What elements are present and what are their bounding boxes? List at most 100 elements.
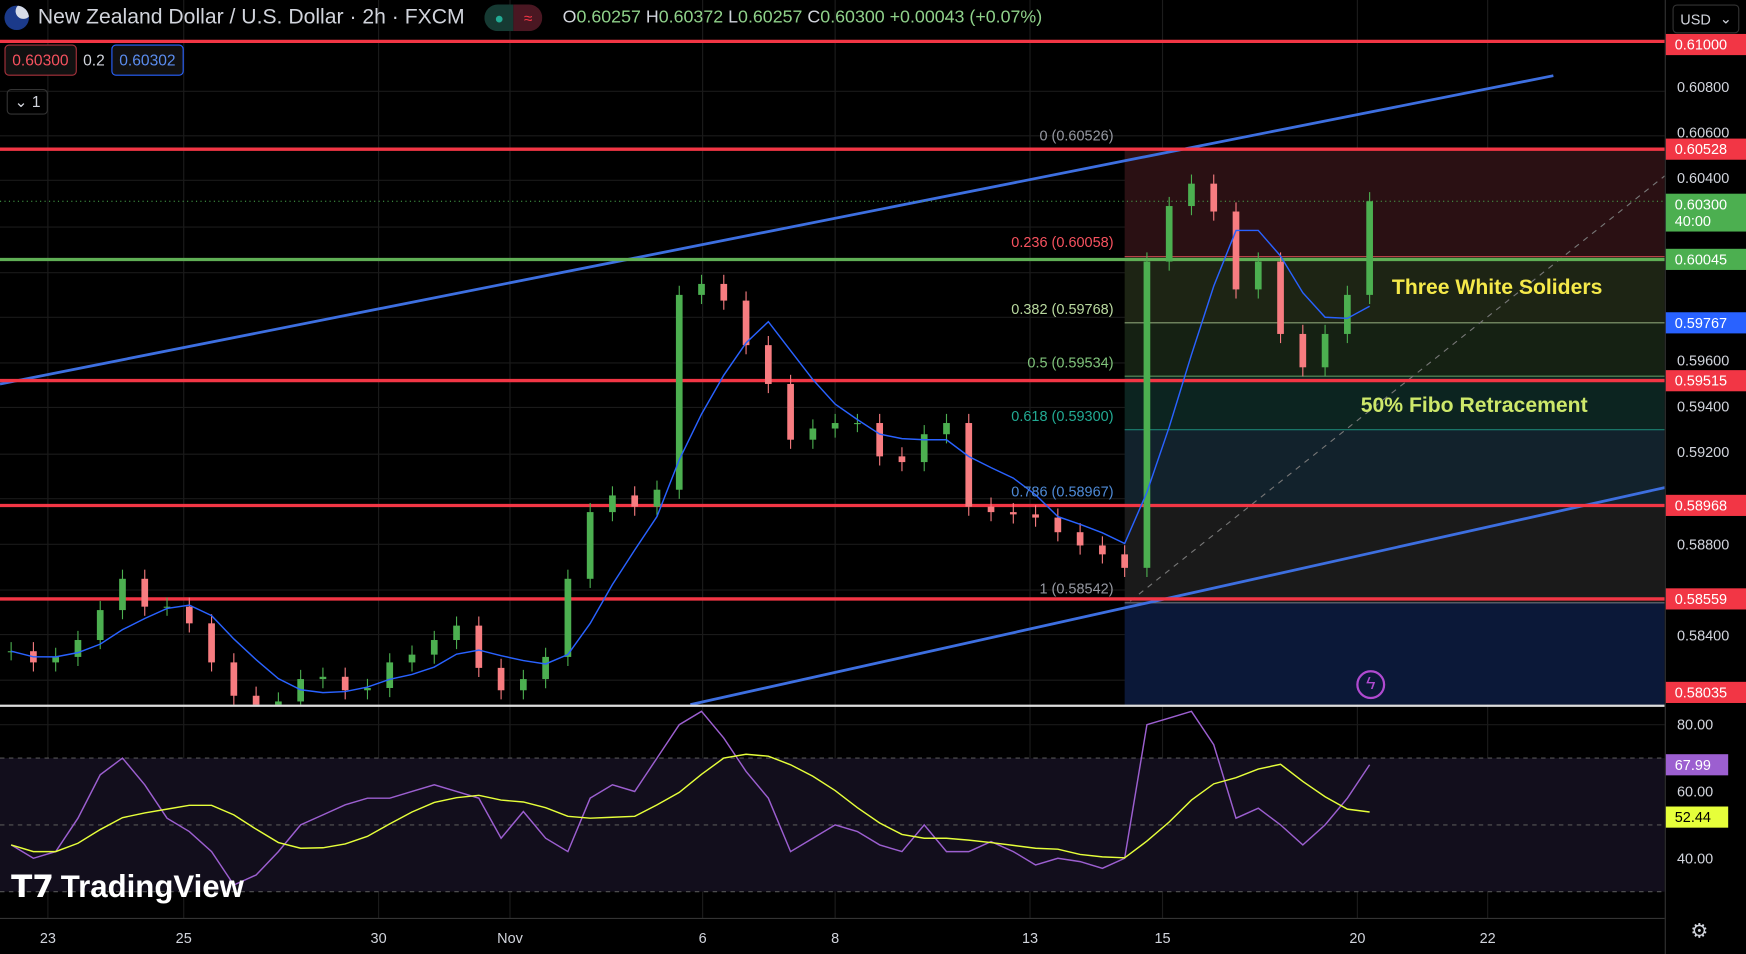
candle-body <box>831 423 839 429</box>
fib-level-label: 0.618 (0.59300) <box>1011 407 1114 425</box>
candle-body <box>185 606 193 624</box>
candle-body <box>809 428 817 440</box>
buy-button[interactable]: 0.60302 <box>111 44 184 76</box>
market-status-toggle[interactable]: ● ≈ <box>484 4 543 32</box>
chart-canvas[interactable] <box>0 0 1665 954</box>
fib-zone <box>1124 256 1665 323</box>
candle-body <box>1344 294 1351 334</box>
candle-body <box>453 625 460 641</box>
candle-body <box>898 456 906 463</box>
time-tick: 6 <box>698 929 707 947</box>
lightning-alert-icon[interactable]: ϟ <box>1356 670 1386 700</box>
candle-body <box>564 578 572 657</box>
candle-body <box>1143 261 1151 568</box>
chevron-down-icon: ⌄ <box>1719 10 1732 27</box>
currency-select[interactable]: USD ⌄ <box>1672 4 1740 34</box>
price-tick: 0.59200 <box>1676 444 1730 461</box>
candle-body <box>943 423 950 435</box>
channel-lower-line <box>690 486 1665 707</box>
price-tick: 0.60400 <box>1676 170 1730 187</box>
candle-body <box>364 687 371 691</box>
candle-body <box>542 656 549 680</box>
candle-body <box>208 623 215 663</box>
candle-body <box>1232 211 1240 290</box>
rsi-badge: 52.44 <box>1665 806 1729 828</box>
candle-body <box>275 701 282 705</box>
candle-body <box>675 294 683 490</box>
price-badge: 0.60045 <box>1665 248 1746 271</box>
price-badge: 0.60528 <box>1665 138 1746 160</box>
fib-level-label: 1 (0.58542) <box>1039 580 1114 598</box>
wave-icon: ≈ <box>513 4 543 32</box>
price-badge: 0.58035 <box>1665 681 1746 703</box>
settings-gear-icon[interactable]: ⚙ <box>1690 919 1709 942</box>
candle-body <box>386 662 394 688</box>
fib-level-label: 0.236 (0.60058) <box>1011 234 1114 251</box>
candle-body <box>52 656 60 663</box>
candle-body <box>742 300 750 346</box>
candle-body <box>497 667 505 691</box>
candle-body <box>1366 201 1373 295</box>
candle-body <box>1165 206 1173 262</box>
price-badge: 0.61000 <box>1665 33 1746 56</box>
indicators-collapse-button[interactable]: ⌄ 1 <box>6 89 49 115</box>
candle-body <box>341 676 349 691</box>
candle-body <box>965 423 973 507</box>
rsi-tick: 40.00 <box>1676 849 1714 867</box>
candle-body <box>854 423 861 425</box>
symbol-header: New Zealand Dollar / U.S. Dollar · 2h · … <box>4 4 1043 32</box>
time-tick: 22 <box>1479 929 1496 947</box>
sell-button[interactable]: 0.60300 <box>4 44 77 76</box>
candle-body <box>1188 183 1195 207</box>
fib-zone <box>1124 429 1665 506</box>
candle-body <box>1210 183 1218 212</box>
candle-body <box>1076 532 1084 546</box>
time-tick: Nov <box>497 929 523 947</box>
time-tick: 20 <box>1349 929 1366 947</box>
price-badge: 0.59515 <box>1665 369 1746 392</box>
time-tick: 13 <box>1021 929 1039 947</box>
candle-body <box>74 640 82 657</box>
moving-average-line <box>10 229 1370 694</box>
candle-body <box>1121 554 1128 568</box>
candle-body <box>1254 261 1262 290</box>
candle-body <box>876 423 884 457</box>
candle-body <box>1321 333 1329 368</box>
price-axis[interactable]: 0.60800 0.60600 0.60400 0.59600 0.59400 0.592… <box>1664 0 1746 954</box>
price-tick: 0.59600 <box>1676 352 1730 370</box>
candle-body <box>430 640 438 655</box>
price-badge: 0.59767 <box>1665 312 1746 334</box>
candle-body <box>475 625 483 668</box>
ohlc-values: O0.60257 H0.60372 L0.60257 C0.60300 +0.0… <box>562 7 1043 27</box>
symbol-title[interactable]: New Zealand Dollar / U.S. Dollar · 2h · … <box>37 5 465 29</box>
fibo-annotation[interactable]: 50% Fibo Retracement <box>1360 394 1588 418</box>
candle-body <box>408 654 416 663</box>
candle-body <box>141 578 149 607</box>
rsi-tick: 60.00 <box>1676 783 1714 800</box>
price-tick: 0.59400 <box>1676 398 1730 416</box>
rsi-line <box>10 710 1371 886</box>
market-open-icon: ● <box>484 4 514 32</box>
pattern-annotation[interactable]: Three White Soliders <box>1391 276 1603 300</box>
price-tick: 0.58800 <box>1676 535 1730 553</box>
rsi-signal-line <box>10 753 1370 859</box>
candle-body <box>1277 261 1284 334</box>
fib-zone <box>1124 602 1665 705</box>
fib-zone <box>1124 505 1665 603</box>
channel-upper-line <box>0 74 1554 386</box>
candle-body <box>1099 545 1106 555</box>
candle-body <box>586 512 594 579</box>
candle-body <box>163 606 171 608</box>
tradingview-logo[interactable]: 𝗧𝟳 TradingView <box>11 868 244 904</box>
time-tick: 23 <box>39 929 56 947</box>
fib-trend-line <box>1129 175 1665 602</box>
candle-body <box>609 495 616 513</box>
fib-zone <box>1124 376 1665 430</box>
candle-body <box>987 506 995 513</box>
price-tick: 0.60800 <box>1676 78 1730 96</box>
candle-body <box>698 283 705 295</box>
time-tick: 15 <box>1154 929 1171 947</box>
fib-zone <box>1124 322 1665 377</box>
rsi-tick: 80.00 <box>1676 716 1714 734</box>
